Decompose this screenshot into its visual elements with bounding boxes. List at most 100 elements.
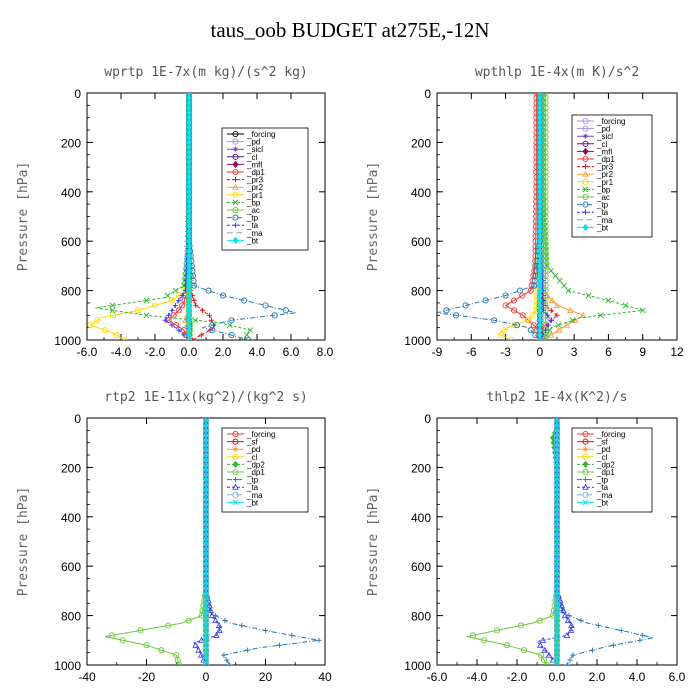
series-point xyxy=(554,454,560,461)
series-point xyxy=(567,657,573,663)
x-tick-label: -3 xyxy=(500,345,511,359)
series-point xyxy=(165,622,172,629)
x-tick-label: 6.0 xyxy=(283,345,300,359)
series-point xyxy=(192,317,199,324)
series-point xyxy=(498,332,505,339)
series-point xyxy=(554,434,560,441)
legend-marker xyxy=(232,160,239,169)
series-point xyxy=(203,583,209,589)
x-tick-label: 0 xyxy=(537,345,544,359)
x-tick-label: 3 xyxy=(571,345,578,359)
series-point xyxy=(243,332,250,338)
x-tick-label: 0 xyxy=(203,670,210,684)
series-point xyxy=(543,332,550,338)
series-point xyxy=(216,626,223,633)
series-point xyxy=(172,302,178,309)
legend-marker xyxy=(582,438,589,445)
series-point xyxy=(556,277,563,284)
x-tick-label: -2.0 xyxy=(507,670,528,684)
legend-marker xyxy=(232,153,239,160)
series-point xyxy=(568,622,575,628)
series-line xyxy=(539,93,558,340)
series-point xyxy=(511,307,518,314)
series-point xyxy=(567,626,575,633)
series-point xyxy=(203,464,209,471)
series-point xyxy=(554,429,560,436)
series-point xyxy=(262,627,269,634)
series-point xyxy=(176,661,183,665)
series-point xyxy=(554,444,560,451)
series-point xyxy=(203,538,209,545)
series-point xyxy=(525,317,532,324)
series-point xyxy=(566,613,572,619)
series-point xyxy=(554,449,560,456)
legend-marker xyxy=(232,214,239,221)
legend: _forcing_pd_sicl_cl_mfl_dp1_pr3_pr2_pr1_… xyxy=(221,127,309,251)
y-tick-label: 800 xyxy=(61,610,81,624)
legend-marker xyxy=(232,199,239,206)
series-point xyxy=(203,424,209,431)
series-point xyxy=(203,528,209,535)
legend-marker xyxy=(232,191,239,198)
series-point xyxy=(555,326,563,333)
series-point xyxy=(508,336,515,340)
legend-label: _dp1 xyxy=(596,468,615,477)
series-point xyxy=(87,322,94,329)
series-point xyxy=(605,297,612,304)
series-point xyxy=(143,297,150,304)
series-point xyxy=(172,287,179,294)
series-point xyxy=(539,636,547,643)
series-point xyxy=(164,292,171,299)
y-tick-label: 400 xyxy=(411,186,431,200)
series-point xyxy=(186,336,192,340)
y-tick-label: 1000 xyxy=(404,334,431,348)
series-point xyxy=(203,474,209,481)
series-point xyxy=(213,631,220,638)
legend-marker xyxy=(582,140,589,147)
y-tick-label: 200 xyxy=(61,136,81,150)
plot-area xyxy=(466,418,654,665)
y-tick-label: 400 xyxy=(411,511,431,525)
x-tick-label: -6 xyxy=(466,345,477,359)
legend-marker xyxy=(232,236,239,245)
y-tick-label: 800 xyxy=(411,610,431,624)
series-point xyxy=(547,331,555,338)
legend-label: _tp xyxy=(246,476,259,485)
legend-label: _ta xyxy=(596,208,609,217)
legend-marker xyxy=(232,460,239,469)
series-point xyxy=(203,439,209,446)
series-point xyxy=(564,662,570,665)
series-point xyxy=(554,420,560,426)
series-point xyxy=(166,312,172,318)
series-point xyxy=(554,587,560,594)
series-point xyxy=(203,444,209,451)
series-point xyxy=(241,297,248,304)
series-point xyxy=(110,312,117,319)
legend-marker xyxy=(582,468,589,476)
series-point xyxy=(564,617,572,624)
series-point xyxy=(203,568,209,575)
series-point xyxy=(316,637,322,643)
series-point xyxy=(469,632,477,639)
legend-label: _ma xyxy=(246,229,263,238)
series-point xyxy=(554,469,560,476)
series-point xyxy=(203,494,209,500)
legend-marker xyxy=(582,201,589,208)
series-point xyxy=(113,332,120,339)
x-tick-label: 9 xyxy=(639,345,646,359)
legend-label: _bt xyxy=(596,498,609,507)
series-point xyxy=(203,627,209,634)
legend-label: _ta xyxy=(596,483,609,492)
x-tick-label: 0.0 xyxy=(181,345,198,359)
y-axis-label: Pressure [hPa] xyxy=(366,487,381,597)
y-tick-label: 200 xyxy=(61,461,81,475)
series-point xyxy=(195,646,202,653)
legend-label: _pd xyxy=(246,445,260,454)
series-point xyxy=(552,272,559,279)
series-point xyxy=(245,336,252,340)
x-tick-label: -6.0 xyxy=(427,670,448,684)
x-tick-label: 4.0 xyxy=(249,345,266,359)
series-point xyxy=(203,459,209,466)
series-point xyxy=(639,307,646,314)
